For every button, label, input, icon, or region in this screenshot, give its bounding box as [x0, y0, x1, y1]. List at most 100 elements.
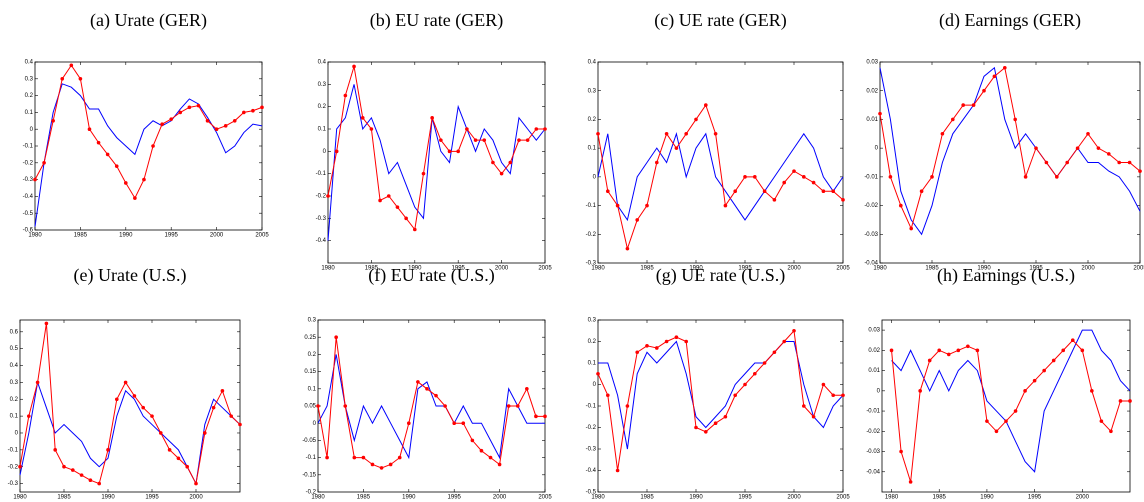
point-marker	[105, 152, 110, 157]
x-tick-label: 1980	[591, 495, 605, 501]
y-tick-label: -0.2	[23, 160, 34, 166]
point-marker	[985, 419, 989, 423]
x-tick-label: 1995	[738, 266, 752, 272]
point-marker	[497, 462, 502, 467]
point-marker	[821, 189, 826, 194]
point-marker	[316, 404, 320, 408]
point-marker	[971, 103, 976, 107]
panel: (h) Earnings (U.S.) -0.04 -0.03 -0.02 -0.01 0…	[866, 265, 1132, 501]
point-marker	[1003, 65, 1007, 70]
point-marker	[918, 389, 922, 393]
panel-title: (h) Earnings (U.S.)	[937, 265, 1075, 286]
point-marker	[951, 117, 955, 122]
point-marker	[841, 198, 845, 202]
y-tick-label: 0.4	[318, 60, 327, 66]
point-marker	[1138, 169, 1142, 173]
panel: (e) Urate (U.S.) -0.3 -0.2 -0.1 0 0.1 0.2 0.3 0.…	[8, 265, 242, 501]
point-marker	[343, 93, 348, 98]
point-marker	[508, 160, 513, 165]
point-marker	[434, 393, 438, 398]
x-tick-label: 2005	[836, 495, 850, 501]
x-tick-label: 1990	[977, 266, 991, 272]
point-marker	[53, 448, 57, 452]
y-tick-label: 0.2	[588, 339, 597, 345]
y-tick-label: 0.02	[868, 348, 880, 354]
y-tick-label: 0.2	[25, 93, 34, 99]
point-marker	[132, 394, 137, 398]
y-tick-label: -0.1	[306, 455, 317, 461]
x-tick-label: 1990	[119, 233, 133, 239]
point-marker	[596, 371, 600, 376]
point-marker	[525, 387, 529, 391]
point-marker	[223, 124, 228, 128]
y-tick-label: -0.2	[316, 194, 327, 200]
y-tick-label: -0.3	[316, 216, 327, 222]
point-marker	[416, 380, 420, 384]
y-tick-label: 0	[875, 146, 879, 152]
point-marker	[506, 404, 511, 408]
panel: (g) UE rate (U.S.) -0.5 -0.4 -0.3 -0.2 -0.1 0 0…	[586, 265, 851, 500]
y-tick-label: -0.4	[316, 238, 327, 244]
y-tick-label: 0.05	[304, 404, 316, 410]
point-marker	[352, 455, 357, 460]
point-marker	[260, 105, 264, 110]
y-tick-label: -0.5	[23, 211, 34, 217]
y-tick-label: -0.1	[8, 447, 19, 453]
panel-title: (g) UE rate (U.S.)	[656, 265, 785, 286]
point-marker	[386, 194, 391, 198]
y-tick-label: -0.1	[23, 144, 34, 150]
point-marker	[456, 149, 461, 154]
point-marker	[211, 405, 216, 410]
point-marker	[534, 127, 539, 131]
point-marker	[956, 348, 961, 353]
point-marker	[743, 382, 747, 387]
point-marker	[625, 246, 630, 251]
y-tick-label: -0.02	[864, 203, 878, 209]
panel-title: (e) Urate (U.S.)	[74, 265, 187, 286]
panel: (c) UE rate (GER) -0.3 -0.2 -0.1 0 0.1 0.2 0.3 0…	[586, 10, 851, 271]
point-marker	[461, 421, 466, 426]
point-marker	[961, 103, 965, 107]
point-marker	[214, 127, 219, 131]
point-marker	[232, 119, 237, 123]
point-marker	[491, 160, 495, 165]
y-tick-label: -0.01	[864, 174, 878, 180]
point-marker	[655, 160, 659, 165]
point-marker	[772, 350, 777, 355]
series-line	[891, 329, 1131, 473]
point-marker	[150, 414, 154, 418]
point-marker	[655, 346, 659, 350]
point-marker	[488, 455, 493, 460]
y-tick-label: 0.3	[308, 318, 317, 324]
point-marker	[606, 189, 610, 194]
point-marker	[79, 473, 84, 477]
y-tick-label: 0.3	[588, 88, 597, 94]
point-marker	[927, 358, 932, 363]
x-tick-label: 1985	[640, 495, 654, 501]
y-tick-label: -0.03	[866, 449, 880, 455]
point-marker	[625, 404, 630, 408]
point-marker	[704, 430, 708, 434]
point-marker	[937, 348, 942, 353]
x-tick-label: 1995	[165, 233, 179, 239]
point-marker	[1090, 389, 1094, 393]
y-tick-label: -0.01	[866, 409, 880, 415]
point-marker	[908, 480, 913, 484]
point-marker	[1055, 175, 1059, 179]
point-marker	[888, 175, 893, 179]
point-marker	[169, 117, 173, 121]
y-tick-label: 0	[15, 431, 19, 437]
point-marker	[159, 431, 163, 435]
x-tick-label: 2005	[538, 266, 552, 272]
series-line	[317, 354, 545, 460]
y-tick-label: -0.3	[8, 481, 19, 487]
point-marker	[723, 203, 728, 208]
point-marker	[753, 175, 757, 179]
y-tick-label: 0	[313, 421, 317, 427]
point-marker	[439, 138, 443, 142]
y-tick-label: 0.2	[308, 352, 317, 358]
point-marker	[404, 216, 408, 221]
y-tick-label: -0.3	[586, 447, 597, 453]
point-marker	[919, 189, 924, 194]
point-marker	[753, 371, 757, 376]
